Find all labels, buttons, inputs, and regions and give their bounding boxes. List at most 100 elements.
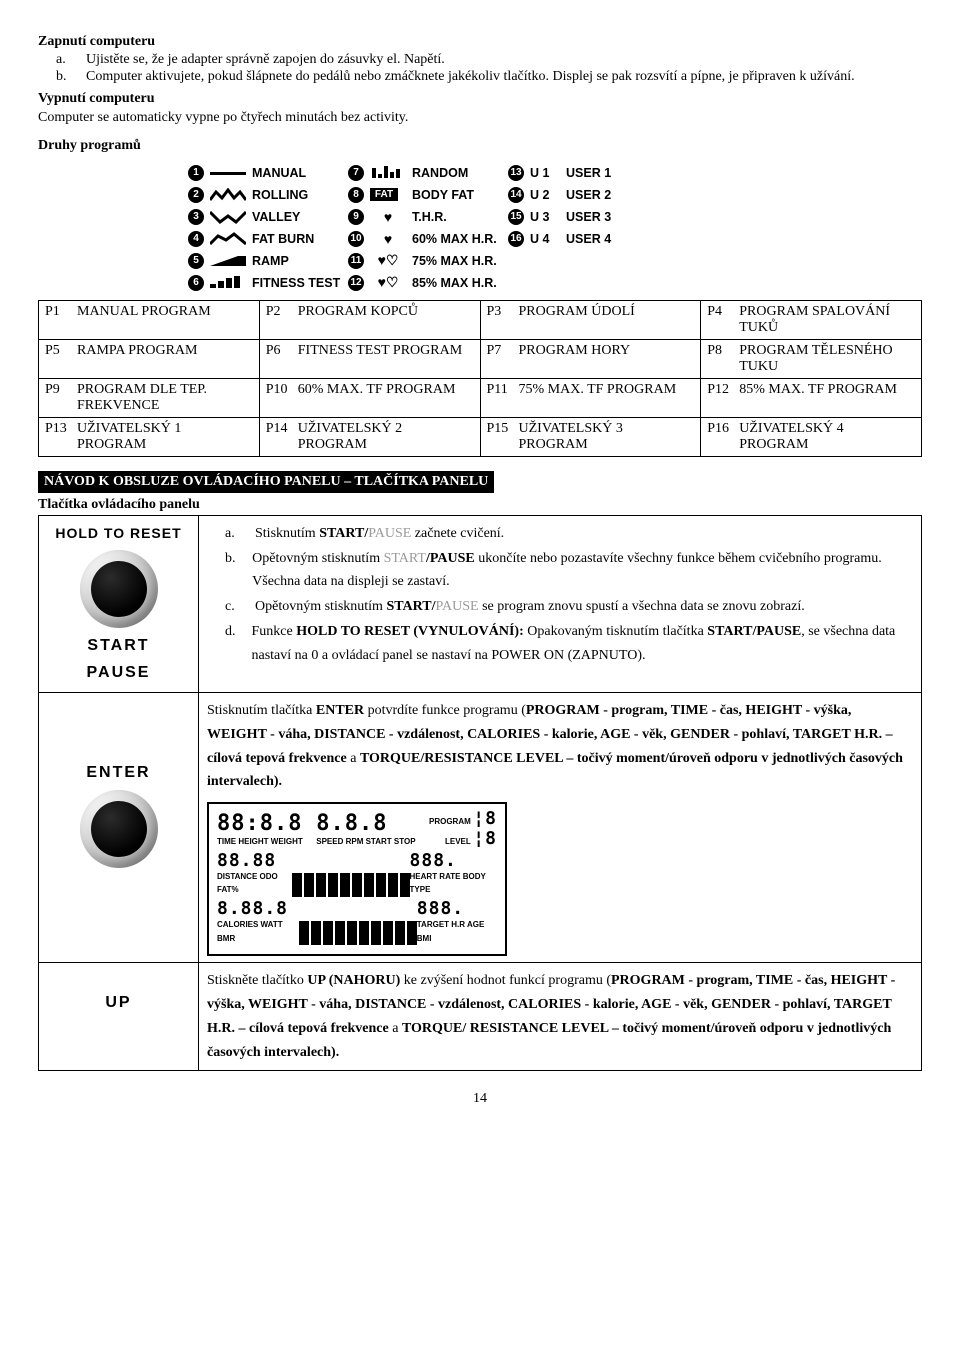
- legend-label: MANUAL: [252, 166, 342, 180]
- section-title-vypnuti: Vypnutí computeru: [38, 91, 922, 107]
- program-text: UŽIVATELSKÝ 4 PROGRAM: [739, 421, 915, 453]
- bars-icon: [292, 873, 410, 897]
- program-cell: P8PROGRAM TĚLESNÉHO TUKU: [701, 339, 922, 378]
- program-text: PROGRAM HORY: [519, 343, 631, 359]
- buttons-heading: Tlačítka ovládacího panelu: [38, 497, 922, 513]
- legend-label: ROLLING: [252, 188, 342, 202]
- profile-icon: [210, 254, 246, 268]
- legend-label: 60% MAX H.R.: [412, 232, 502, 246]
- list-text-a: Ujistěte se, že je adapter správně zapoj…: [86, 52, 445, 68]
- list-marker: b.: [225, 547, 236, 595]
- list-text: Opětovným stisknutím START/PAUSE ukončít…: [252, 547, 913, 595]
- list-text: Stisknutím START/PAUSE začnete cvičení.: [255, 522, 504, 546]
- lcd-display-icon: 88:8.8 TIME HEIGHT WEIGHT 8.8.8 SPEED RP…: [207, 802, 507, 956]
- start-pause-button-icon: [80, 550, 158, 628]
- program-text: UŽIVATELSKÝ 2 PROGRAM: [298, 421, 474, 453]
- program-cell: P3PROGRAM ÚDOLÍ: [480, 300, 701, 339]
- section-title-druhy: Druhy programů: [38, 138, 922, 154]
- legend-badge-6: 6: [188, 275, 204, 291]
- program-text: PROGRAM SPALOVÁNÍ TUKŮ: [739, 304, 915, 336]
- programs-legend: 1 MANUAL 7 RANDOM 13 U 1 USER 1 2 ROLLIN…: [188, 162, 922, 294]
- legend-badge-16: 16: [508, 231, 524, 247]
- legend-row: 2 ROLLING 8 FAT BODY FAT 14 U 2 USER 2: [188, 184, 922, 206]
- legend-row: 6 FITNESS TEST 12 ♥♡ 85% MAX H.R.: [188, 272, 922, 294]
- list-text: Opětovným stisknutím START/PAUSE se prog…: [255, 595, 805, 619]
- legend-badge-8: 8: [348, 187, 364, 203]
- program-cell: P15UŽIVATELSKÝ 3 PROGRAM: [480, 417, 701, 456]
- legend-badge-12: 12: [348, 275, 364, 291]
- button-cell-enter: ENTER: [39, 693, 199, 963]
- legend-row: 1 MANUAL 7 RANDOM 13 U 1 USER 1: [188, 162, 922, 184]
- program-cell: P1MANUAL PROGRAM: [39, 300, 260, 339]
- program-text: 60% MAX. TF PROGRAM: [298, 382, 456, 398]
- legend-badge-14: 14: [508, 187, 524, 203]
- section-bar-navod: NÁVOD K OBSLUZE OVLÁDACÍHO PANELU – TLAČ…: [38, 471, 494, 493]
- legend-badge-7: 7: [348, 165, 364, 181]
- program-number: P13: [45, 421, 73, 453]
- legend-label: USER 3: [566, 210, 626, 224]
- program-text: PROGRAM KOPCŮ: [298, 304, 418, 320]
- profile-icon: [210, 232, 246, 246]
- legend-badge-15: 15: [508, 209, 524, 225]
- legend-label: BODY FAT: [412, 188, 502, 202]
- program-number: P2: [266, 304, 294, 320]
- legend-label: USER 1: [566, 166, 626, 180]
- button-cell-startpause: HOLD TO RESET START PAUSE: [39, 515, 199, 692]
- legend-badge-1: 1: [188, 165, 204, 181]
- legend-badge-9: 9: [348, 209, 364, 225]
- program-cell: P7PROGRAM HORY: [480, 339, 701, 378]
- program-cell: P1060% MAX. TF PROGRAM: [259, 378, 480, 417]
- program-text: PROGRAM ÚDOLÍ: [519, 304, 635, 320]
- legend-label: T.H.R.: [412, 210, 502, 224]
- start-label: START: [47, 632, 190, 659]
- fat-badge-icon: FAT: [370, 188, 398, 201]
- program-cell: P6FITNESS TEST PROGRAM: [259, 339, 480, 378]
- program-number: P16: [707, 421, 735, 453]
- legend-row: 3 VALLEY 9 ♥ T.H.R. 15 U 3 USER 3: [188, 206, 922, 228]
- program-text: RAMPA PROGRAM: [77, 343, 197, 359]
- legend-badge-3: 3: [188, 209, 204, 225]
- legend-badge-4: 4: [188, 231, 204, 247]
- programs-table: P1MANUAL PROGRAMP2PROGRAM KOPCŮP3PROGRAM…: [38, 300, 922, 457]
- program-cell: P1285% MAX. TF PROGRAM: [701, 378, 922, 417]
- program-number: P8: [707, 343, 735, 375]
- program-number: P10: [266, 382, 294, 398]
- up-description: Stiskněte tlačítko UP (NAHORU) ke zvýšen…: [199, 963, 922, 1071]
- legend-label: RANDOM: [412, 166, 502, 180]
- pause-label: PAUSE: [47, 659, 190, 686]
- profile-icon: [210, 276, 246, 290]
- legend-label: 85% MAX H.R.: [412, 276, 502, 290]
- program-number: P1: [45, 304, 73, 320]
- ordered-list-zapnuti: a. Ujistěte se, že je adapter správně za…: [56, 52, 922, 85]
- vypnuti-text: Computer se automaticky vypne po čtyřech…: [38, 109, 922, 128]
- program-text: PROGRAM TĚLESNÉHO TUKU: [739, 343, 915, 375]
- program-number: P4: [707, 304, 735, 336]
- program-cell: P16UŽIVATELSKÝ 4 PROGRAM: [701, 417, 922, 456]
- program-cell: P4PROGRAM SPALOVÁNÍ TUKŮ: [701, 300, 922, 339]
- profile-icon: [370, 166, 406, 180]
- enter-description: Stisknutím tlačítka ENTER potvrdíte funk…: [199, 693, 922, 963]
- legend-label: USER 2: [566, 188, 626, 202]
- program-cell: P5RAMPA PROGRAM: [39, 339, 260, 378]
- section-title-zapnuti: Zapnutí computeru: [38, 34, 922, 50]
- list-text: Funkce HOLD TO RESET (VYNULOVÁNÍ): Opako…: [252, 620, 914, 668]
- program-number: P3: [487, 304, 515, 320]
- list-marker-a: a.: [56, 52, 70, 68]
- legend-badge-10: 10: [348, 231, 364, 247]
- legend-label: FITNESS TEST: [252, 276, 342, 290]
- program-text: FITNESS TEST PROGRAM: [298, 343, 462, 359]
- legend-label: 75% MAX H.R.: [412, 254, 502, 268]
- program-text: 75% MAX. TF PROGRAM: [519, 382, 677, 398]
- legend-label: U 1: [530, 166, 560, 180]
- heart-icon: ♥: [370, 209, 406, 225]
- legend-badge-13: 13: [508, 165, 524, 181]
- legend-label: U 2: [530, 188, 560, 202]
- list-text-b: Computer aktivujete, pokud šlápnete do p…: [86, 69, 855, 85]
- enter-button-icon: [80, 790, 158, 868]
- program-cell: P2PROGRAM KOPCŮ: [259, 300, 480, 339]
- legend-label: FAT BURN: [252, 232, 342, 246]
- enter-label: ENTER: [47, 759, 190, 786]
- list-marker-b: b.: [56, 69, 70, 85]
- legend-row: 4 FAT BURN 10 ♥ 60% MAX H.R. 16 U 4 USER…: [188, 228, 922, 250]
- program-cell: P13UŽIVATELSKÝ 1 PROGRAM: [39, 417, 260, 456]
